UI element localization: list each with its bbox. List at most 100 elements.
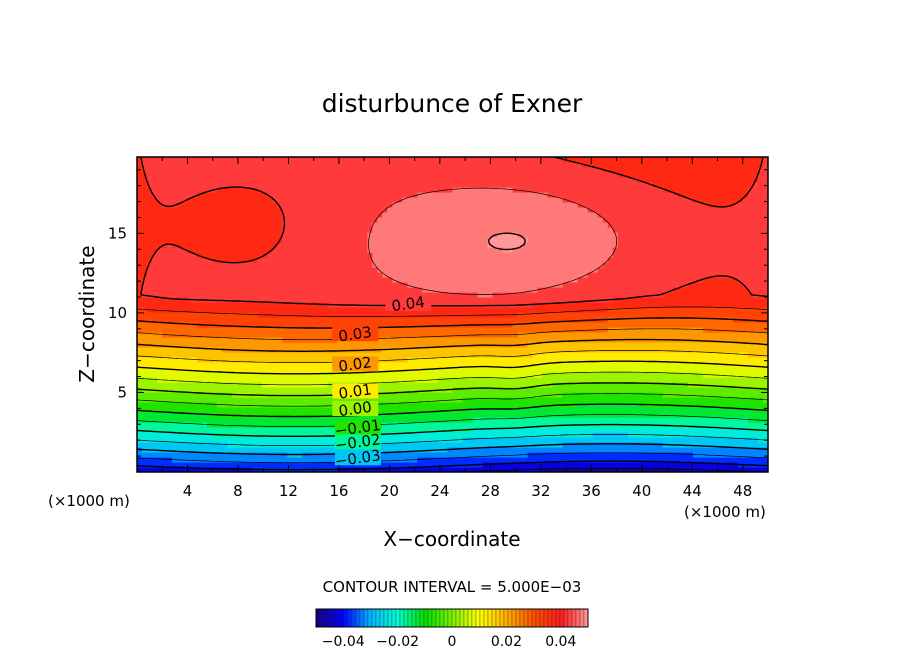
field-cell (172, 277, 178, 283)
field-cell (232, 272, 238, 278)
field-cell (157, 252, 163, 258)
field-cell (247, 192, 253, 198)
field-cell (192, 172, 198, 178)
field-cell (487, 367, 494, 373)
field-cell (447, 427, 454, 433)
field-cell (272, 242, 278, 248)
field-cell (292, 347, 298, 353)
field-cell (317, 447, 323, 453)
field-cell (477, 377, 484, 383)
field-cell (252, 157, 258, 163)
field-cell (482, 162, 489, 168)
field-cell (282, 267, 288, 273)
field-cell (337, 272, 343, 278)
field-cell (492, 442, 499, 448)
field-cell (312, 157, 318, 163)
field-cell (237, 187, 243, 193)
field-cell (482, 222, 489, 228)
field-cell (287, 402, 293, 408)
field-cell (172, 292, 178, 298)
field-cell (217, 437, 223, 443)
field-cell (297, 317, 303, 323)
field-cell (522, 437, 529, 443)
field-cell (187, 237, 193, 243)
field-cell (312, 182, 318, 188)
field-cell (512, 167, 519, 173)
field-cell (502, 307, 509, 313)
field-cell (162, 262, 168, 268)
field-cell (357, 232, 363, 238)
field-cell (337, 447, 343, 453)
field-cell (182, 342, 188, 348)
field-cell (162, 157, 168, 163)
field-cell (367, 372, 373, 378)
field-cell (462, 442, 469, 448)
field-cell (162, 237, 168, 243)
field-cell (202, 302, 208, 308)
field-cell (157, 462, 163, 468)
field-cell (347, 157, 353, 163)
field-cell (312, 217, 318, 223)
field-cell (442, 192, 449, 198)
field-cell (462, 347, 469, 353)
field-cell (442, 352, 449, 358)
field-cell (267, 317, 273, 323)
field-cell (182, 217, 188, 223)
field-cell (332, 307, 338, 313)
field-cell (187, 252, 193, 258)
field-cell (322, 322, 328, 328)
field-cell (437, 252, 444, 258)
field-cell (297, 457, 303, 463)
field-cell (387, 437, 394, 443)
field-cell (437, 247, 444, 253)
field-cell (312, 327, 318, 333)
field-cell (162, 397, 168, 403)
field-cell (272, 392, 278, 398)
field-cell (467, 162, 474, 168)
field-cell (252, 237, 258, 243)
field-cell (227, 212, 233, 218)
field-cell (517, 187, 524, 193)
field-cell (287, 257, 293, 263)
field-cell (372, 167, 378, 173)
field-cell (212, 457, 218, 463)
field-cell (457, 352, 464, 358)
field-cell (507, 292, 514, 298)
field-cell (272, 247, 278, 253)
field-cell (397, 447, 404, 453)
field-cell (257, 407, 263, 413)
field-cell (462, 297, 469, 303)
field-cell (202, 237, 208, 243)
field-cell (227, 372, 233, 378)
field-cell (517, 227, 524, 233)
field-cell (332, 447, 338, 453)
field-cell (297, 307, 303, 313)
field-cell (312, 297, 318, 303)
field-cell (257, 292, 263, 298)
field-cell (277, 307, 283, 313)
field-cell (382, 382, 388, 388)
field-cell (507, 162, 514, 168)
field-cell (167, 387, 173, 393)
field-cell (472, 267, 479, 273)
field-cell (277, 177, 283, 183)
field-cell (212, 402, 218, 408)
field-cell (402, 242, 409, 248)
field-cell (462, 217, 469, 223)
field-cell (242, 367, 248, 373)
field-cell (162, 307, 168, 313)
field-cell (277, 277, 283, 283)
field-cell (167, 392, 173, 398)
field-cell (222, 182, 228, 188)
field-cell (157, 282, 163, 288)
field-cell (467, 172, 474, 178)
field-cell (287, 282, 293, 288)
field-cell (182, 252, 188, 258)
field-cell (422, 192, 429, 198)
field-cell (467, 202, 474, 208)
field-cell (262, 217, 268, 223)
field-cell (527, 257, 534, 263)
field-cell (162, 357, 168, 363)
field-cell (437, 427, 444, 433)
field-cell (157, 182, 163, 188)
